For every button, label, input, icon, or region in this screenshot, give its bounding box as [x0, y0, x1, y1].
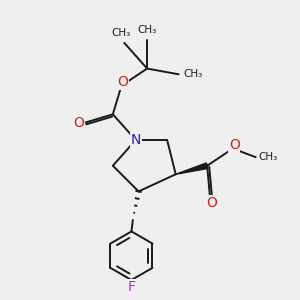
Text: N: N: [130, 133, 141, 147]
Text: O: O: [229, 138, 240, 152]
Text: CH₃: CH₃: [112, 28, 131, 38]
Text: O: O: [117, 75, 128, 89]
Text: F: F: [128, 280, 135, 294]
Text: CH₃: CH₃: [137, 25, 157, 35]
Text: O: O: [74, 116, 85, 130]
Text: O: O: [206, 196, 217, 210]
Text: CH₃: CH₃: [184, 69, 203, 79]
Text: CH₃: CH₃: [259, 152, 278, 162]
Polygon shape: [176, 163, 208, 174]
